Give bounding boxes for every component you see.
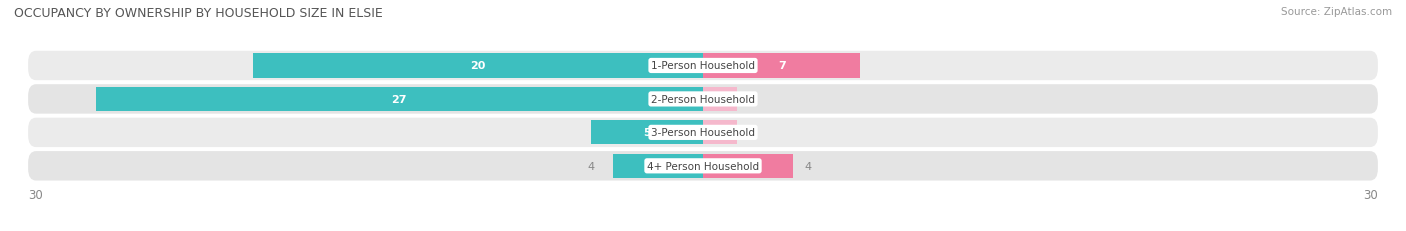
Text: 27: 27 bbox=[391, 94, 408, 104]
Text: 30: 30 bbox=[28, 188, 42, 201]
Bar bbox=[703, 154, 793, 178]
Bar bbox=[253, 54, 703, 78]
FancyBboxPatch shape bbox=[28, 85, 1378, 114]
Bar bbox=[703, 121, 737, 145]
Text: 3-Person Household: 3-Person Household bbox=[651, 128, 755, 138]
Bar bbox=[591, 121, 703, 145]
Bar bbox=[703, 54, 860, 78]
Text: 20: 20 bbox=[471, 61, 485, 71]
Bar bbox=[96, 88, 703, 112]
FancyBboxPatch shape bbox=[28, 152, 1378, 181]
Text: 4+ Person Household: 4+ Person Household bbox=[647, 161, 759, 171]
FancyBboxPatch shape bbox=[28, 118, 1378, 147]
FancyBboxPatch shape bbox=[28, 52, 1378, 81]
Text: 0: 0 bbox=[748, 128, 755, 138]
Text: OCCUPANCY BY OWNERSHIP BY HOUSEHOLD SIZE IN ELSIE: OCCUPANCY BY OWNERSHIP BY HOUSEHOLD SIZE… bbox=[14, 7, 382, 20]
Bar bbox=[703, 88, 737, 112]
Text: Source: ZipAtlas.com: Source: ZipAtlas.com bbox=[1281, 7, 1392, 17]
Text: 4: 4 bbox=[804, 161, 811, 171]
Text: 30: 30 bbox=[1364, 188, 1378, 201]
Text: 4: 4 bbox=[588, 161, 595, 171]
Text: 7: 7 bbox=[778, 61, 786, 71]
Text: 1-Person Household: 1-Person Household bbox=[651, 61, 755, 71]
Bar bbox=[613, 154, 703, 178]
Text: 5: 5 bbox=[643, 128, 651, 138]
Text: 2-Person Household: 2-Person Household bbox=[651, 94, 755, 104]
Text: 0: 0 bbox=[748, 94, 755, 104]
